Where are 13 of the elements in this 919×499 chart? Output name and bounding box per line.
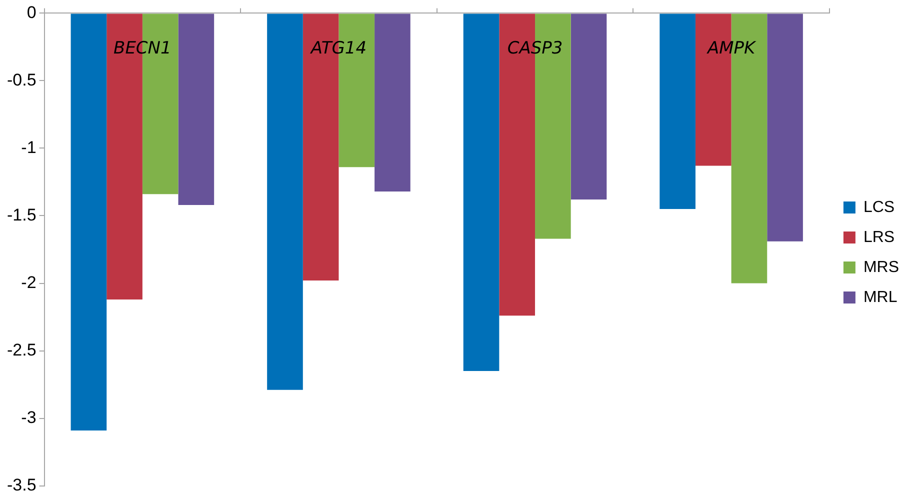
y-tick-label: 0 xyxy=(26,2,36,22)
x-tick-label: AMPK xyxy=(706,38,757,59)
y-tick-label: -0.5 xyxy=(6,70,36,90)
legend-label: MRS xyxy=(863,258,900,276)
y-tick-label: -3.5 xyxy=(6,475,36,494)
y-tick-label: -1.5 xyxy=(6,205,36,224)
y-tick-label: -1 xyxy=(21,138,36,157)
y-tick-label: -3 xyxy=(21,408,36,427)
legend-label: LCS xyxy=(863,198,895,216)
y-tick-label: -2 xyxy=(21,272,36,292)
legend-label: MRL xyxy=(863,288,898,306)
y-tick-label: -2.5 xyxy=(6,340,36,360)
legend-label: LRS xyxy=(863,228,895,246)
